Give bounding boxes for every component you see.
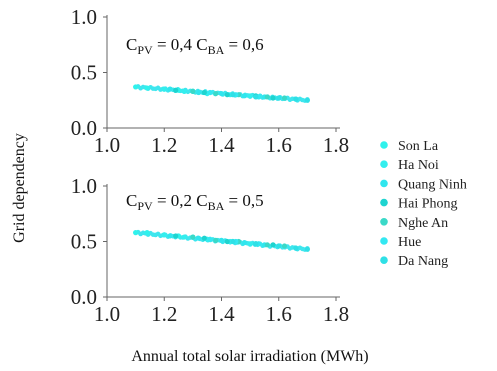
data-point (276, 95, 282, 101)
y-tick-label: 0.0 (71, 116, 97, 140)
data-point (161, 86, 167, 92)
x-tick-label: 1.4 (208, 133, 235, 157)
y-tick-label: 0.0 (71, 285, 97, 309)
data-point (144, 85, 150, 91)
parameter-annotation: CPV = 0,2 CBA = 0,5 (126, 191, 264, 213)
data-point (181, 88, 187, 94)
x-tick-label: 1.6 (266, 302, 292, 326)
data-point (218, 90, 225, 97)
parameter-annotation: CPV = 0,4 CBA = 0,6 (126, 35, 264, 57)
y-tick-label: 1.0 (71, 174, 97, 198)
bottom-panel: 1.0 1.2 1.4 1.6 1.8 0.0 0.5 1.0 CPV = 0,2 CBA = … (71, 174, 349, 326)
x-axis-label: Annual total solar irradiation (MWh) (131, 348, 368, 365)
x-tick-label: 1.2 (151, 133, 177, 157)
legend-marker (380, 218, 388, 226)
data-point (190, 88, 196, 94)
data-point (167, 233, 173, 239)
legend-label: Hue (398, 235, 421, 250)
data-point (196, 89, 202, 96)
y-tick-label: 1.0 (71, 5, 97, 29)
data-point (247, 93, 253, 99)
data-point (247, 241, 253, 247)
data-point (304, 97, 310, 103)
data-point (161, 232, 167, 238)
data-point (218, 237, 225, 243)
y-tick-label: 0.5 (71, 61, 97, 85)
top-panel: 1.0 1.2 1.4 1.6 1.8 0.0 0.5 1.0 CPV = 0,4 CBA = … (71, 5, 349, 157)
legend-marker (380, 237, 388, 245)
data-point (230, 92, 236, 98)
data-point (224, 92, 230, 98)
data-point (253, 241, 259, 247)
data-point (207, 236, 213, 242)
legend-marker (380, 160, 388, 168)
x-tick-label: 1.8 (323, 302, 349, 326)
legend-label: Nghe An (398, 216, 448, 231)
x-tick-label: 1.0 (94, 133, 120, 157)
data-point (190, 234, 196, 240)
legend-label: Ha Noi (398, 158, 439, 173)
x-tick-label: 1.2 (151, 302, 177, 326)
data-point (213, 90, 219, 97)
legend-label: Quang Ninh (398, 177, 467, 192)
y-tick-label: 0.5 (71, 230, 97, 254)
legend-marker (380, 256, 388, 265)
data-point (264, 242, 270, 248)
x-tick-label: 1.4 (208, 302, 235, 326)
legend-label: Da Nang (398, 254, 448, 269)
x-tick-label: 1.0 (94, 302, 120, 326)
data-point (270, 95, 276, 101)
data-point (281, 95, 288, 101)
data-point (201, 89, 207, 96)
x-tick-label: 1.6 (266, 133, 292, 157)
legend-marker (380, 179, 388, 188)
legend-label: Son La (398, 139, 439, 154)
x-tick-label: 1.8 (323, 133, 349, 157)
data-point (224, 238, 230, 245)
data-point (173, 87, 179, 93)
data-point (196, 235, 202, 241)
data-point (133, 230, 139, 236)
legend-marker (380, 141, 388, 149)
data-point (293, 96, 299, 102)
data-point (293, 245, 299, 251)
legend-marker (380, 198, 388, 207)
data-point (133, 84, 139, 90)
data-point (230, 238, 236, 245)
data-point (270, 242, 276, 248)
legend: Son La Ha Noi Quang Ninh Hai Phong Nghe An Hu… (380, 139, 467, 269)
data-point (241, 93, 247, 99)
data-point (253, 94, 259, 100)
data-point (181, 234, 187, 240)
data-point (276, 243, 282, 249)
data-point (167, 86, 173, 92)
data-point (281, 243, 288, 249)
data-point (264, 94, 270, 100)
legend-label: Hai Phong (398, 197, 458, 212)
data-point (241, 240, 247, 246)
data-point (201, 235, 207, 241)
data-point (213, 237, 219, 243)
data-point (144, 230, 150, 236)
data-point (173, 233, 179, 239)
y-axis-label: Grid dependency (11, 133, 28, 243)
data-point (304, 246, 310, 252)
data-point (207, 89, 213, 96)
